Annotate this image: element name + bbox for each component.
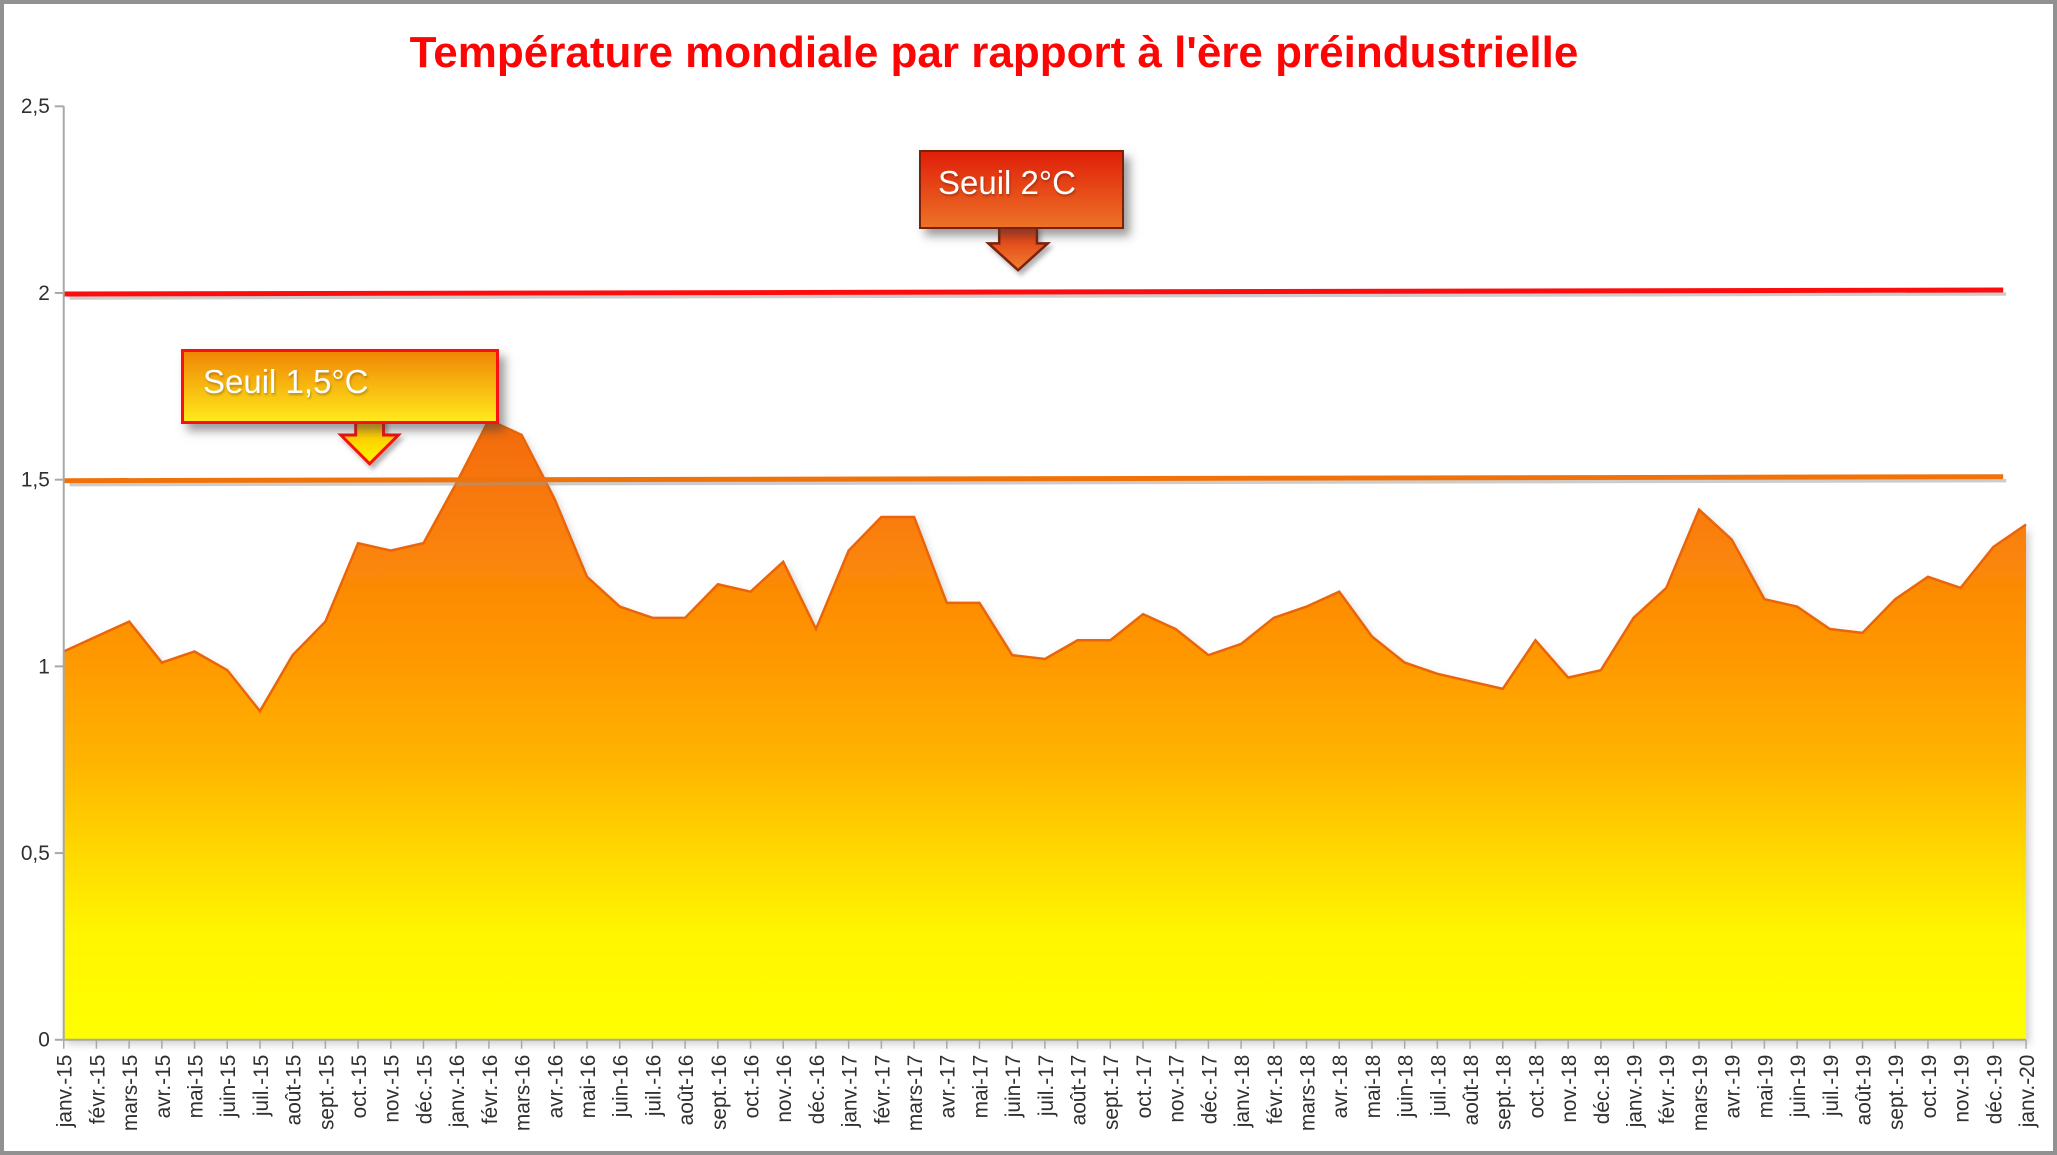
x-axis-label: sept.-18 xyxy=(1493,1055,1516,1130)
x-axis-label: juil.-18 xyxy=(1427,1055,1450,1117)
x-axis-label: janv.-19 xyxy=(1624,1055,1647,1129)
seuil-1-5c-line-shadow xyxy=(69,478,2007,487)
x-axis-label: févr.-16 xyxy=(479,1055,502,1125)
x-axis-label: mai-18 xyxy=(1362,1055,1385,1119)
x-axis-label: juin-17 xyxy=(1002,1055,1025,1119)
x-axis-label: nov.-18 xyxy=(1558,1055,1581,1123)
x-axis-label: déc.-17 xyxy=(1198,1055,1221,1125)
x-axis-label: mai-16 xyxy=(577,1055,600,1119)
x-axis-label: juin-16 xyxy=(610,1055,633,1119)
x-axis-label: avr.-17 xyxy=(937,1055,960,1119)
x-axis-label: août-17 xyxy=(1068,1055,1091,1126)
x-axis-label: janv.-16 xyxy=(446,1055,469,1129)
temperature-series-area xyxy=(63,419,2027,1040)
y-axis-label: 0 xyxy=(38,1029,50,1052)
chart-title: Température mondiale par rapport à l'ère… xyxy=(409,28,1579,77)
seuil-2c-line-shadow xyxy=(69,292,2007,300)
x-axis-label: oct.-15 xyxy=(348,1055,371,1119)
x-axis-label: mars-17 xyxy=(904,1055,927,1131)
x-axis-label: oct.-19 xyxy=(1918,1055,1941,1119)
x-axis-label: avr.-15 xyxy=(152,1055,175,1119)
x-axis-label: août-16 xyxy=(675,1055,698,1126)
x-axis-label: avr.-19 xyxy=(1722,1055,1745,1119)
x-axis-label: déc.-15 xyxy=(413,1055,436,1125)
x-axis-label: août-15 xyxy=(283,1055,306,1126)
x-axis-label: juin-15 xyxy=(217,1055,240,1119)
x-axis-label: févr.-17 xyxy=(871,1055,894,1125)
x-axis-label: mai-17 xyxy=(969,1055,992,1119)
x-axis-label: nov.-17 xyxy=(1166,1055,1189,1123)
x-axis-label: févr.-18 xyxy=(1264,1055,1287,1125)
x-axis-label: févr.-19 xyxy=(1656,1055,1679,1125)
x-axis-label: janv.-15 xyxy=(54,1055,77,1129)
x-axis-label: juin-18 xyxy=(1395,1055,1418,1119)
generated-chart-layers: 0 0,5 1 1,5 2 2,5 janv.-15 févr.-15 mars-15 avr.-… xyxy=(21,95,2039,1131)
x-axis-label: janv.-20 xyxy=(2016,1055,2039,1129)
seuil-2c-callout-label: Seuil 2°C xyxy=(938,164,1076,201)
y-axis-label: 1,5 xyxy=(21,469,50,492)
x-axis-label: déc.-19 xyxy=(1983,1055,2006,1125)
x-axis-label: juil.-16 xyxy=(642,1055,665,1117)
x-axis-label: juil.-19 xyxy=(1820,1055,1843,1117)
y-axis-label: 2,5 xyxy=(21,95,50,118)
x-axis-label: oct.-16 xyxy=(740,1055,763,1119)
x-axis-label: mai-15 xyxy=(184,1055,207,1119)
seuil-1-5c-callout: Seuil 1,5°C xyxy=(181,349,499,424)
seuil-2c-callout: Seuil 2°C xyxy=(919,150,1124,229)
x-axis-label: mars-15 xyxy=(119,1055,142,1131)
x-axis-label: sept.-16 xyxy=(708,1055,731,1130)
x-axis-label: juil.-15 xyxy=(250,1055,273,1117)
x-axis-label: août-18 xyxy=(1460,1055,1483,1126)
x-axis-label: mars-16 xyxy=(512,1055,535,1131)
x-axis-label: sept.-19 xyxy=(1885,1055,1908,1130)
x-axis-label: avr.-16 xyxy=(544,1055,567,1119)
x-axis-label: janv.-17 xyxy=(839,1055,862,1129)
x-axis-label: mars-19 xyxy=(1689,1055,1712,1131)
x-axis-label: sept.-15 xyxy=(315,1055,338,1130)
x-axis-label: août-19 xyxy=(1852,1055,1875,1126)
y-axis-label: 0,5 xyxy=(21,842,50,865)
seuil-1-5c-callout-label: Seuil 1,5°C xyxy=(203,363,369,400)
x-axis-label: déc.-18 xyxy=(1591,1055,1614,1125)
x-axis-label: mai-19 xyxy=(1754,1055,1777,1119)
x-axis-label: nov.-15 xyxy=(381,1055,404,1123)
x-axis-label: févr.-15 xyxy=(86,1055,109,1125)
seuil-1-5c-line xyxy=(63,474,2004,484)
x-axis-label: déc.-16 xyxy=(806,1055,829,1125)
x-axis-label: mars-18 xyxy=(1296,1055,1319,1131)
y-axis-label: 1 xyxy=(38,655,50,678)
area-chart-plot: 0 0,5 1 1,5 2 2,5 janv.-15 févr.-15 mars-15 avr.-… xyxy=(21,95,2039,1131)
x-axis-label: juil.-17 xyxy=(1035,1055,1058,1117)
x-axis-label: avr.-18 xyxy=(1329,1055,1352,1119)
x-axis-label: sept.-17 xyxy=(1100,1055,1123,1130)
x-axis-label: nov.-16 xyxy=(773,1055,796,1123)
x-axis-label: nov.-19 xyxy=(1951,1055,1974,1123)
temperature-series-edge xyxy=(63,418,2027,714)
x-axis-label: juin-19 xyxy=(1787,1055,1810,1119)
x-axis-label: oct.-17 xyxy=(1133,1055,1156,1119)
y-axis-label: 2 xyxy=(38,282,50,305)
x-axis-label: janv.-18 xyxy=(1231,1055,1254,1129)
seuil-2c-callout-arrow xyxy=(985,225,1052,272)
seuil-2c-line xyxy=(63,287,2004,297)
x-axis-label: oct.-18 xyxy=(1525,1055,1548,1119)
seuil-1-5c-callout-arrow xyxy=(337,416,402,466)
